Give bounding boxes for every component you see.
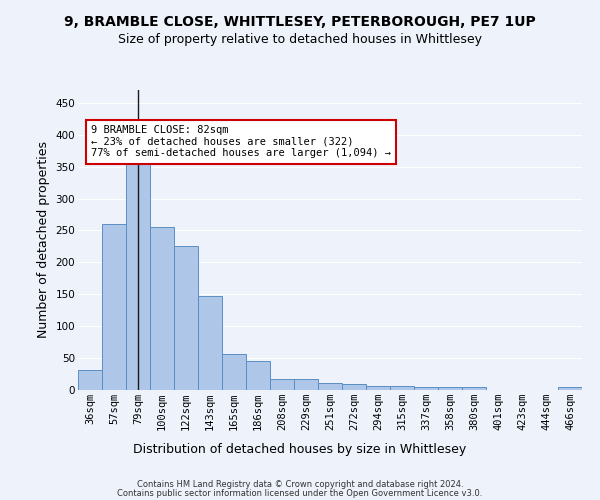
Bar [270,378,294,390]
Y-axis label: Number of detached properties: Number of detached properties [37,142,50,338]
Bar [198,296,222,390]
Bar [462,388,486,390]
Bar [246,362,270,390]
Text: Distribution of detached houses by size in Whittlesey: Distribution of detached houses by size … [133,442,467,456]
Text: 9, BRAMBLE CLOSE, WHITTLESEY, PETERBOROUGH, PE7 1UP: 9, BRAMBLE CLOSE, WHITTLESEY, PETERBOROU… [64,15,536,29]
Bar [390,386,414,390]
Bar [414,388,438,390]
Bar [342,384,366,390]
Bar [174,246,198,390]
Bar [294,378,318,390]
Text: Size of property relative to detached houses in Whittlesey: Size of property relative to detached ho… [118,32,482,46]
Bar [150,226,174,390]
Bar [318,383,342,390]
Bar [222,354,246,390]
Bar [438,388,462,390]
Text: Contains public sector information licensed under the Open Government Licence v3: Contains public sector information licen… [118,489,482,498]
Bar [78,370,102,390]
Text: 9 BRAMBLE CLOSE: 82sqm
← 23% of detached houses are smaller (322)
77% of semi-de: 9 BRAMBLE CLOSE: 82sqm ← 23% of detached… [91,125,391,158]
Bar [366,386,390,390]
Text: Contains HM Land Registry data © Crown copyright and database right 2024.: Contains HM Land Registry data © Crown c… [137,480,463,489]
Bar [558,388,582,390]
Bar [126,159,150,390]
Bar [102,224,126,390]
